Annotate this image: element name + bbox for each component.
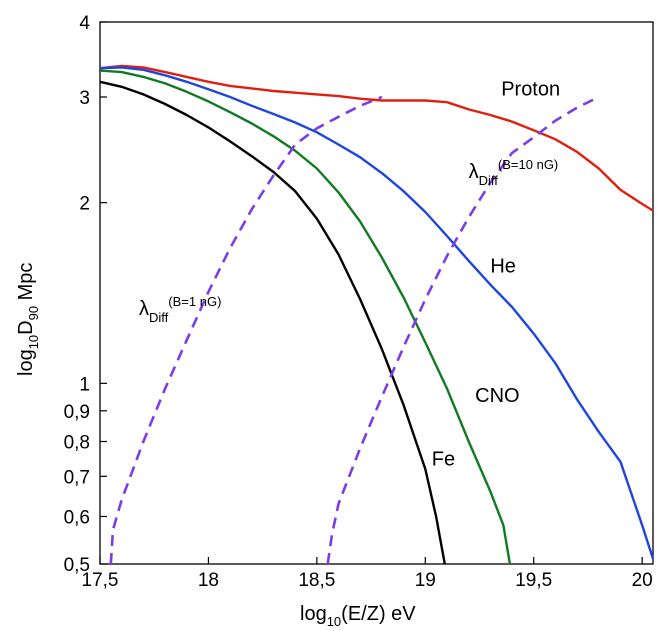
series-line-cno <box>99 69 512 565</box>
lambda-subscript: Diff <box>479 173 499 188</box>
curve-label-cno: CNO <box>475 385 519 407</box>
series-line-proton <box>99 64 654 212</box>
x-axis-title: log10(E/Z) eV <box>300 603 416 629</box>
y-tick-label: 0,6 <box>64 507 90 528</box>
x-tick-label: 18,5 <box>298 570 335 591</box>
curve-label-fe: Fe <box>432 448 455 470</box>
series-line-lambda-diff-5 <box>326 95 600 565</box>
y-tick-label: 4 <box>79 13 90 34</box>
lambda-subscript: Diff <box>149 310 169 325</box>
lambda-symbol: λ <box>469 161 479 183</box>
lambda-symbol: λ <box>139 298 149 320</box>
x-tick-label: 19 <box>415 570 436 591</box>
y-tick-label: 3 <box>79 88 90 109</box>
y-axis-title: log10D90 Mpc <box>15 263 41 376</box>
x-tick-label: 17,5 <box>82 570 119 591</box>
lambda-superscript: (B=1 nG) <box>168 294 221 309</box>
series-line-he <box>99 66 655 560</box>
series-lines <box>99 64 655 565</box>
x-tick-label: 18 <box>198 570 219 591</box>
x-tick-label: 20 <box>632 570 653 591</box>
y-tick-label: 0,9 <box>64 402 90 423</box>
axis-ticks: 17,5 18 18,5 19 19,5 20 0,5 0,6 0,7 0,8 0,9 1 2 3 4 <box>64 13 653 591</box>
lambda-diff-label: λDiff(B=1 nG) <box>139 294 221 325</box>
curve-label-proton: Proton <box>501 78 560 100</box>
lambda-diff-label: λDiff(B=10 nG) <box>469 157 559 188</box>
y-tick-label: 0,8 <box>64 432 90 453</box>
y-tick-label: 2 <box>79 194 90 215</box>
series-line-lambda-diff-4 <box>109 95 383 565</box>
lambda-superscript: (B=10 nG) <box>498 157 558 172</box>
curve-label-he: He <box>490 255 516 277</box>
x-tick-label: 19,5 <box>515 570 552 591</box>
y-tick-label: 0,5 <box>64 555 90 576</box>
series-line-fe <box>99 80 446 565</box>
y-tick-label: 1 <box>79 374 90 395</box>
y-tick-label: 0,7 <box>64 467 90 488</box>
plot-frame <box>99 21 654 565</box>
